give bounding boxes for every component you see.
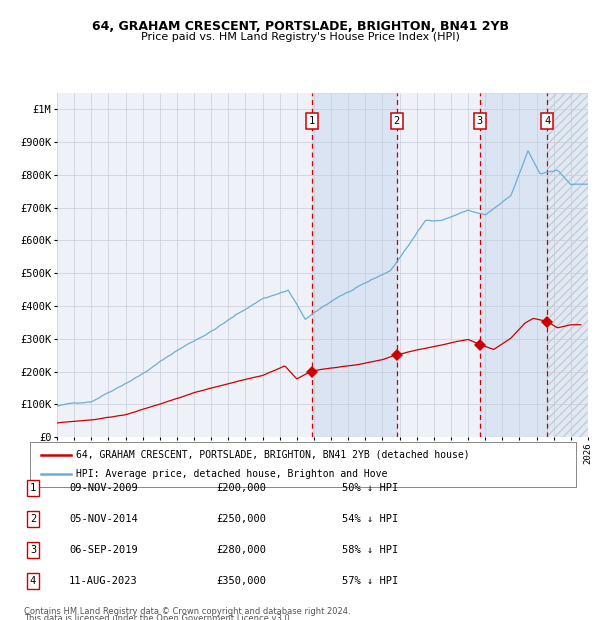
- Text: 4: 4: [544, 116, 550, 126]
- Text: £200,000: £200,000: [216, 483, 266, 493]
- Text: 4: 4: [30, 576, 36, 586]
- Text: This data is licensed under the Open Government Licence v3.0.: This data is licensed under the Open Gov…: [24, 614, 292, 620]
- Text: 06-SEP-2019: 06-SEP-2019: [69, 545, 138, 555]
- Text: £280,000: £280,000: [216, 545, 266, 555]
- Text: 09-NOV-2009: 09-NOV-2009: [69, 483, 138, 493]
- Text: 57% ↓ HPI: 57% ↓ HPI: [342, 576, 398, 586]
- Text: 58% ↓ HPI: 58% ↓ HPI: [342, 545, 398, 555]
- Text: 2: 2: [394, 116, 400, 126]
- Bar: [547, 93, 588, 437]
- Text: 3: 3: [477, 116, 483, 126]
- Text: £350,000: £350,000: [216, 576, 266, 586]
- Text: HPI: Average price, detached house, Brighton and Hove: HPI: Average price, detached house, Brig…: [76, 469, 388, 479]
- Text: 64, GRAHAM CRESCENT, PORTSLADE, BRIGHTON, BN41 2YB: 64, GRAHAM CRESCENT, PORTSLADE, BRIGHTON…: [91, 20, 509, 33]
- Text: 50% ↓ HPI: 50% ↓ HPI: [342, 483, 398, 493]
- Bar: [480, 93, 547, 437]
- Text: 11-AUG-2023: 11-AUG-2023: [69, 576, 138, 586]
- Text: 3: 3: [30, 545, 36, 555]
- Text: 64, GRAHAM CRESCENT, PORTSLADE, BRIGHTON, BN41 2YB (detached house): 64, GRAHAM CRESCENT, PORTSLADE, BRIGHTON…: [76, 450, 470, 459]
- Text: 54% ↓ HPI: 54% ↓ HPI: [342, 514, 398, 524]
- Text: 05-NOV-2014: 05-NOV-2014: [69, 514, 138, 524]
- Bar: [311, 93, 397, 437]
- Text: Contains HM Land Registry data © Crown copyright and database right 2024.: Contains HM Land Registry data © Crown c…: [24, 608, 350, 616]
- Text: 1: 1: [30, 483, 36, 493]
- Text: £250,000: £250,000: [216, 514, 266, 524]
- Text: 2: 2: [30, 514, 36, 524]
- Text: Price paid vs. HM Land Registry's House Price Index (HPI): Price paid vs. HM Land Registry's House …: [140, 32, 460, 42]
- Text: 1: 1: [308, 116, 315, 126]
